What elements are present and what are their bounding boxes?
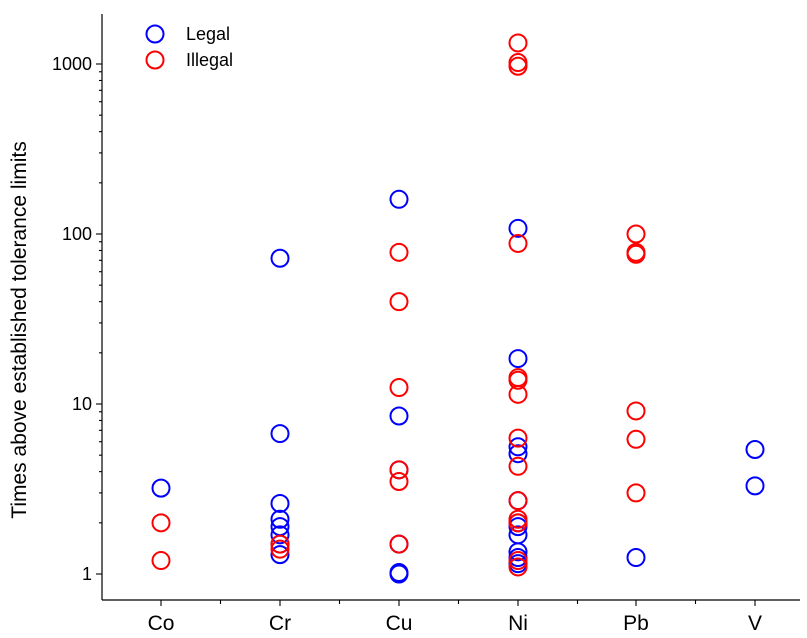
data-point-legal xyxy=(270,545,290,565)
data-point-legal xyxy=(270,525,290,545)
data-point-illegal xyxy=(508,428,528,448)
data-point-illegal xyxy=(508,33,528,53)
data-point-illegal xyxy=(508,513,528,533)
data-point-legal xyxy=(745,439,765,459)
data-point-legal xyxy=(389,406,409,426)
data-point-illegal xyxy=(508,56,528,76)
y-axis-label: Times above established tolerance limits xyxy=(8,141,31,518)
data-point-legal xyxy=(508,437,528,457)
data-point-illegal xyxy=(389,534,409,554)
data-point-illegal xyxy=(389,460,409,480)
data-point-illegal xyxy=(626,401,646,421)
legend-marker-legal xyxy=(145,24,165,44)
data-point-illegal xyxy=(389,292,409,312)
data-points xyxy=(151,33,765,584)
data-point-legal xyxy=(389,564,409,584)
data-point-legal xyxy=(270,493,290,513)
y-tick-label: 1000 xyxy=(52,54,92,74)
data-point-legal xyxy=(389,189,409,209)
data-point-illegal xyxy=(626,483,646,503)
data-point-illegal xyxy=(508,233,528,253)
x-tick-label: V xyxy=(748,612,762,635)
data-point-illegal xyxy=(508,491,528,511)
data-point-legal xyxy=(508,218,528,238)
data-point-legal xyxy=(270,424,290,444)
data-point-legal xyxy=(151,478,171,498)
data-point-illegal xyxy=(508,551,528,571)
y-tick-label: 100 xyxy=(62,224,92,244)
y-tick-label: 1 xyxy=(82,564,92,584)
data-point-legal xyxy=(508,349,528,369)
x-tick-label: Pb xyxy=(623,612,649,635)
legend-marker-illegal xyxy=(145,50,165,70)
data-point-legal xyxy=(508,444,528,464)
x-tick-label: Co xyxy=(148,612,175,635)
x-axis: Co Cr Cu Ni Pb V xyxy=(102,599,800,635)
data-point-illegal xyxy=(270,534,290,554)
data-point-illegal xyxy=(626,429,646,449)
data-point-illegal xyxy=(389,378,409,398)
data-point-legal xyxy=(745,476,765,496)
data-point-legal xyxy=(626,548,646,568)
data-point-illegal xyxy=(508,456,528,476)
y-axis: 1 10 100 1000 xyxy=(52,14,103,600)
x-tick-label: Ni xyxy=(508,612,528,635)
legend: Legal Illegal xyxy=(145,24,233,70)
data-point-illegal xyxy=(626,224,646,244)
data-point-illegal xyxy=(389,242,409,262)
x-tick-label: Cu xyxy=(386,612,413,635)
data-point-illegal xyxy=(508,53,528,73)
data-point-illegal xyxy=(508,557,528,577)
data-point-illegal xyxy=(151,513,171,533)
data-point-illegal xyxy=(151,551,171,571)
legend-label-legal: Legal xyxy=(186,24,230,44)
data-point-legal xyxy=(389,563,409,583)
y-tick-label: 10 xyxy=(72,394,92,414)
data-point-illegal xyxy=(508,384,528,404)
legend-label-illegal: Illegal xyxy=(186,50,233,70)
data-point-illegal xyxy=(508,370,528,390)
data-point-illegal xyxy=(389,472,409,492)
data-point-legal xyxy=(270,509,290,529)
data-point-legal xyxy=(270,248,290,268)
data-point-illegal xyxy=(270,539,290,559)
x-tick-label: Cr xyxy=(269,612,291,635)
data-point-illegal xyxy=(626,244,646,264)
data-point-legal xyxy=(508,542,528,562)
